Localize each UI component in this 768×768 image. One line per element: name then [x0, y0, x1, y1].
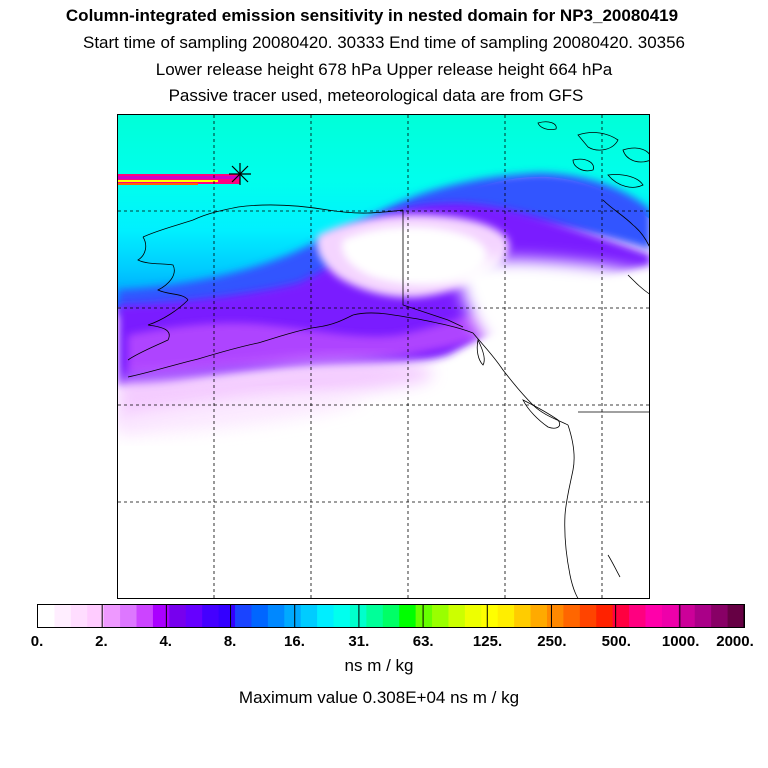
map-canvas [118, 115, 649, 598]
colorbar-tick-label: 4. [159, 633, 172, 650]
colorbar-swatch [152, 605, 170, 627]
release-streak [118, 174, 240, 185]
colorbar-tick-label: 2. [95, 633, 108, 650]
colorbar-tick-label: 8. [223, 633, 237, 650]
plume-violet-overlay [128, 303, 522, 374]
colorbar-swatch [382, 605, 400, 627]
colorbar-swatch [136, 605, 154, 627]
colorbar-swatch [399, 605, 417, 627]
colorbar-swatch [678, 605, 696, 627]
colorbar-swatch [87, 605, 105, 627]
colorbar-swatch [464, 605, 482, 627]
colorbar-swatch [661, 605, 679, 627]
colorbar-tick-label: 16. [284, 633, 305, 650]
colorbar-swatch [267, 605, 285, 627]
colorbar-swatch [530, 605, 548, 627]
colorbar-swatch [317, 605, 335, 627]
colorbar-tick-labels: 0. 2. 4. 8. 16. 31. 63. 125. 250. 500. 1000. 2000. [0, 633, 768, 653]
colorbar-tick-label: 31. [348, 633, 370, 650]
colorbar-swatch [481, 605, 499, 627]
plot-title: Column-integrated emission sensitivity i… [65, 6, 679, 25]
colorbar-swatch [169, 605, 187, 627]
colorbar-units: ns m / kg [344, 656, 414, 675]
colorbar-tick-label: 63. [412, 633, 434, 650]
colorbar-swatch [218, 605, 236, 627]
colorbar-swatch [596, 605, 614, 627]
colorbar-swatch [563, 605, 581, 627]
plume-white-east [458, 259, 649, 598]
colorbar-swatch [629, 605, 646, 627]
colorbar-tick-label: 2000. [716, 633, 754, 650]
colorbar-swatch [694, 605, 712, 627]
colorbar-swatch [185, 605, 203, 627]
colorbar-swatch [415, 605, 433, 627]
colorbar-swatch [432, 605, 449, 627]
colorbar-tick-label: 0. [30, 633, 44, 650]
colorbar-swatch [38, 605, 55, 627]
plume-white-core [342, 226, 487, 285]
colorbar-swatch [333, 605, 351, 627]
tracer-info-line: Passive tracer used, meteorological data… [168, 86, 584, 105]
maximum-value-label: Maximum value 0.308E+04 ns m / kg [238, 688, 520, 707]
colorbar-swatch [579, 605, 597, 627]
colorbar-tick-label: 250. [537, 633, 567, 650]
colorbar-swatch [103, 605, 121, 627]
colorbar-swatch [300, 605, 318, 627]
colorbar-tick-label: 125. [472, 633, 503, 650]
map-panel [117, 114, 650, 599]
colorbar-swatch [448, 605, 466, 627]
colorbar-tick-label: 500. [601, 633, 631, 650]
colorbar-swatch [284, 605, 302, 627]
release-height-line: Lower release height 678 hPa Upper relea… [155, 60, 613, 79]
colorbar-swatch [235, 605, 252, 627]
colorbar-swatch [54, 605, 72, 627]
colorbar-swatch [514, 605, 532, 627]
graticule [118, 115, 649, 598]
colorbar-swatch [546, 605, 564, 627]
release-point-star-icon [229, 163, 251, 185]
colorbar-swatch [645, 605, 663, 627]
colorbar [37, 604, 745, 628]
colorbar-swatch [70, 605, 88, 627]
colorbar-swatch [727, 605, 744, 627]
colorbar-swatch [251, 605, 269, 627]
coastlines [127, 121, 649, 598]
colorbar-swatch [711, 605, 729, 627]
colorbar-swatch [497, 605, 515, 627]
colorbar-swatch [202, 605, 220, 627]
colorbar-swatch [120, 605, 138, 627]
colorbar-tick-label: 1000. [661, 633, 700, 650]
colorbar-swatch [366, 605, 384, 627]
colorbar-swatch [612, 605, 630, 627]
sampling-time-line: Start time of sampling 20080420. 30333 E… [82, 33, 686, 52]
